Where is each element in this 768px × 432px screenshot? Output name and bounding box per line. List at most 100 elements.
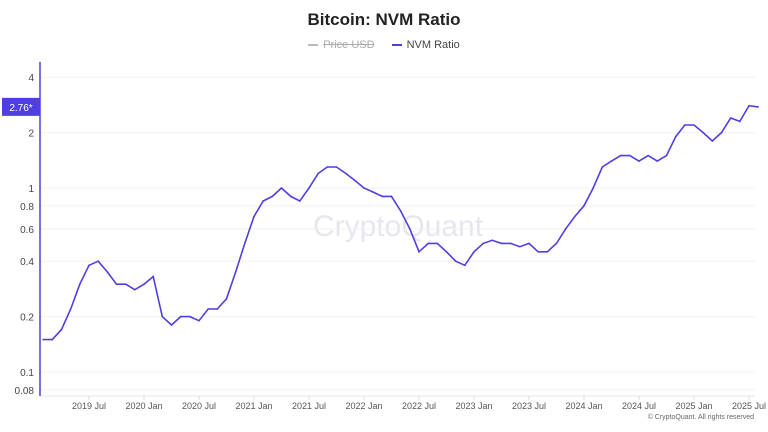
copyright: © CryptoQuant. All rights reserved	[647, 414, 754, 421]
nvm-ratio-point	[711, 140, 714, 142]
x-tick-label: 2022 Jul	[402, 401, 436, 411]
y-tick-label: 0.08	[15, 386, 35, 397]
nvm-ratio-point	[601, 166, 604, 168]
nvm-ratio-point	[390, 195, 393, 198]
nvm-ratio-point	[88, 264, 90, 267]
nvm-ratio-point	[189, 315, 191, 318]
nvm-ratio-point	[354, 179, 356, 182]
chart-title: Bitcoin: NVM Ratio	[307, 10, 461, 29]
x-tick-label: 2021 Jul	[292, 401, 326, 411]
y-tick-label: 0.6	[20, 225, 34, 236]
nvm-ratio-point	[299, 200, 301, 202]
nvm-ratio-point	[574, 215, 576, 218]
nvm-ratio-point	[124, 283, 127, 286]
nvm-ratio-point	[134, 288, 136, 291]
legend: Price USD NVM Ratio	[0, 37, 768, 51]
nvm-ratio-point	[179, 315, 182, 318]
nvm-ratio-point	[629, 154, 631, 157]
nvm-ratio-point	[244, 242, 246, 245]
legend-item-price-usd[interactable]: Price USD	[308, 39, 375, 51]
nvm-ratio-point	[638, 160, 640, 162]
nvm-ratio-point	[152, 275, 154, 278]
nvm-ratio-point	[693, 124, 695, 126]
nvm-ratio-point	[225, 297, 228, 300]
nvm-ratio-point	[198, 319, 200, 322]
nvm-ratio-point	[464, 264, 466, 267]
nvm-ratio-point	[363, 187, 365, 189]
nvm-ratio-point	[684, 124, 686, 126]
legend-label: Price USD	[323, 39, 375, 51]
nvm-ratio-point	[207, 308, 209, 310]
nvm-ratio-point	[409, 228, 411, 230]
nvm-ratio-point	[97, 260, 99, 263]
x-tick-label: 2025 Jul	[732, 401, 766, 411]
nvm-ratio-point	[399, 210, 402, 212]
current-value-badge	[2, 97, 40, 116]
nvm-ratio-point	[106, 271, 109, 273]
nvm-ratio-point	[51, 338, 54, 341]
x-tick-label: 2020 Jan	[125, 401, 162, 411]
y-tick-label: 2	[28, 129, 34, 140]
nvm-ratio-point	[546, 251, 549, 253]
x-tick-label: 2023 Jul	[512, 401, 546, 411]
nvm-ratio-point	[170, 324, 173, 326]
nvm-ratio-point	[381, 195, 384, 198]
nvm-ratio-point	[335, 166, 338, 168]
x-tick-label: 2020 Jul	[182, 401, 216, 411]
nvm-ratio-point	[555, 242, 558, 245]
nvm-ratio-point	[473, 251, 475, 253]
nvm-ratio-point	[42, 338, 44, 341]
nvm-ratio-point	[674, 135, 677, 138]
x-tick-label: 2023 Jan	[455, 401, 492, 411]
nvm-ratio-point	[69, 308, 72, 310]
nvm-ratio-point	[610, 160, 613, 162]
x-tick-label: 2025 Jan	[675, 401, 712, 411]
nvm-ratio-point	[454, 260, 457, 263]
nvm-ratio-point	[289, 195, 292, 198]
y-tick-label: 0.4	[20, 257, 34, 268]
nvm-ratio-point	[482, 242, 484, 245]
nvm-ratio-point	[445, 251, 448, 253]
y-tick-label: 0.2	[20, 313, 34, 324]
nvm-ratio-point	[528, 242, 530, 245]
nvm-ratio-point	[702, 131, 704, 134]
nvm-ratio-point	[216, 308, 219, 310]
nvm-ratio-point	[665, 154, 668, 157]
nvm-ratio-point	[308, 187, 310, 189]
nvm-ratio-point	[619, 154, 622, 157]
current-value-label: 2.76*	[9, 103, 32, 114]
nvm-ratio-point	[647, 154, 649, 157]
nvm-ratio-point	[262, 200, 264, 202]
nvm-ratio-point	[748, 104, 750, 107]
legend-item-nvm-ratio[interactable]: NVM Ratio	[391, 39, 460, 51]
nvm-ratio-point	[372, 191, 374, 193]
y-tick-label: 0.8	[20, 202, 34, 213]
x-tick-label: 2024 Jul	[622, 401, 656, 411]
nvm-ratio-point	[592, 187, 594, 189]
nvm-ratio-point	[583, 205, 585, 207]
legend-label: NVM Ratio	[406, 39, 460, 51]
nvm-ratio-point	[326, 166, 329, 168]
nvm-ratio-point	[418, 251, 420, 253]
legend-swatch	[308, 44, 319, 46]
nvm-ratio-point	[234, 271, 237, 273]
nvm-ratio-point	[720, 131, 723, 134]
nvm-ratio-point	[500, 242, 503, 245]
nvm-ratio-point	[253, 215, 255, 218]
x-tick-label: 2021 Jan	[235, 401, 272, 411]
nvm-ratio-point	[739, 120, 741, 123]
watermark: CryptoQuant	[313, 210, 484, 243]
x-tick-label: 2024 Jan	[565, 401, 602, 411]
y-tick-label: 4	[28, 73, 34, 84]
legend-swatch	[391, 44, 402, 46]
x-tick-label: 2019 Jul	[72, 401, 106, 411]
x-tick-label: 2022 Jan	[345, 401, 382, 411]
nvm-ratio-point	[271, 195, 274, 198]
nvm-ratio-point	[344, 172, 347, 175]
nvm-ratio-point	[317, 172, 319, 175]
nvm-ratio-point	[729, 117, 732, 119]
y-tick-label: 0.1	[20, 368, 34, 379]
nvm-ratio-point	[537, 251, 539, 253]
nvm-ratio-point	[509, 242, 512, 245]
